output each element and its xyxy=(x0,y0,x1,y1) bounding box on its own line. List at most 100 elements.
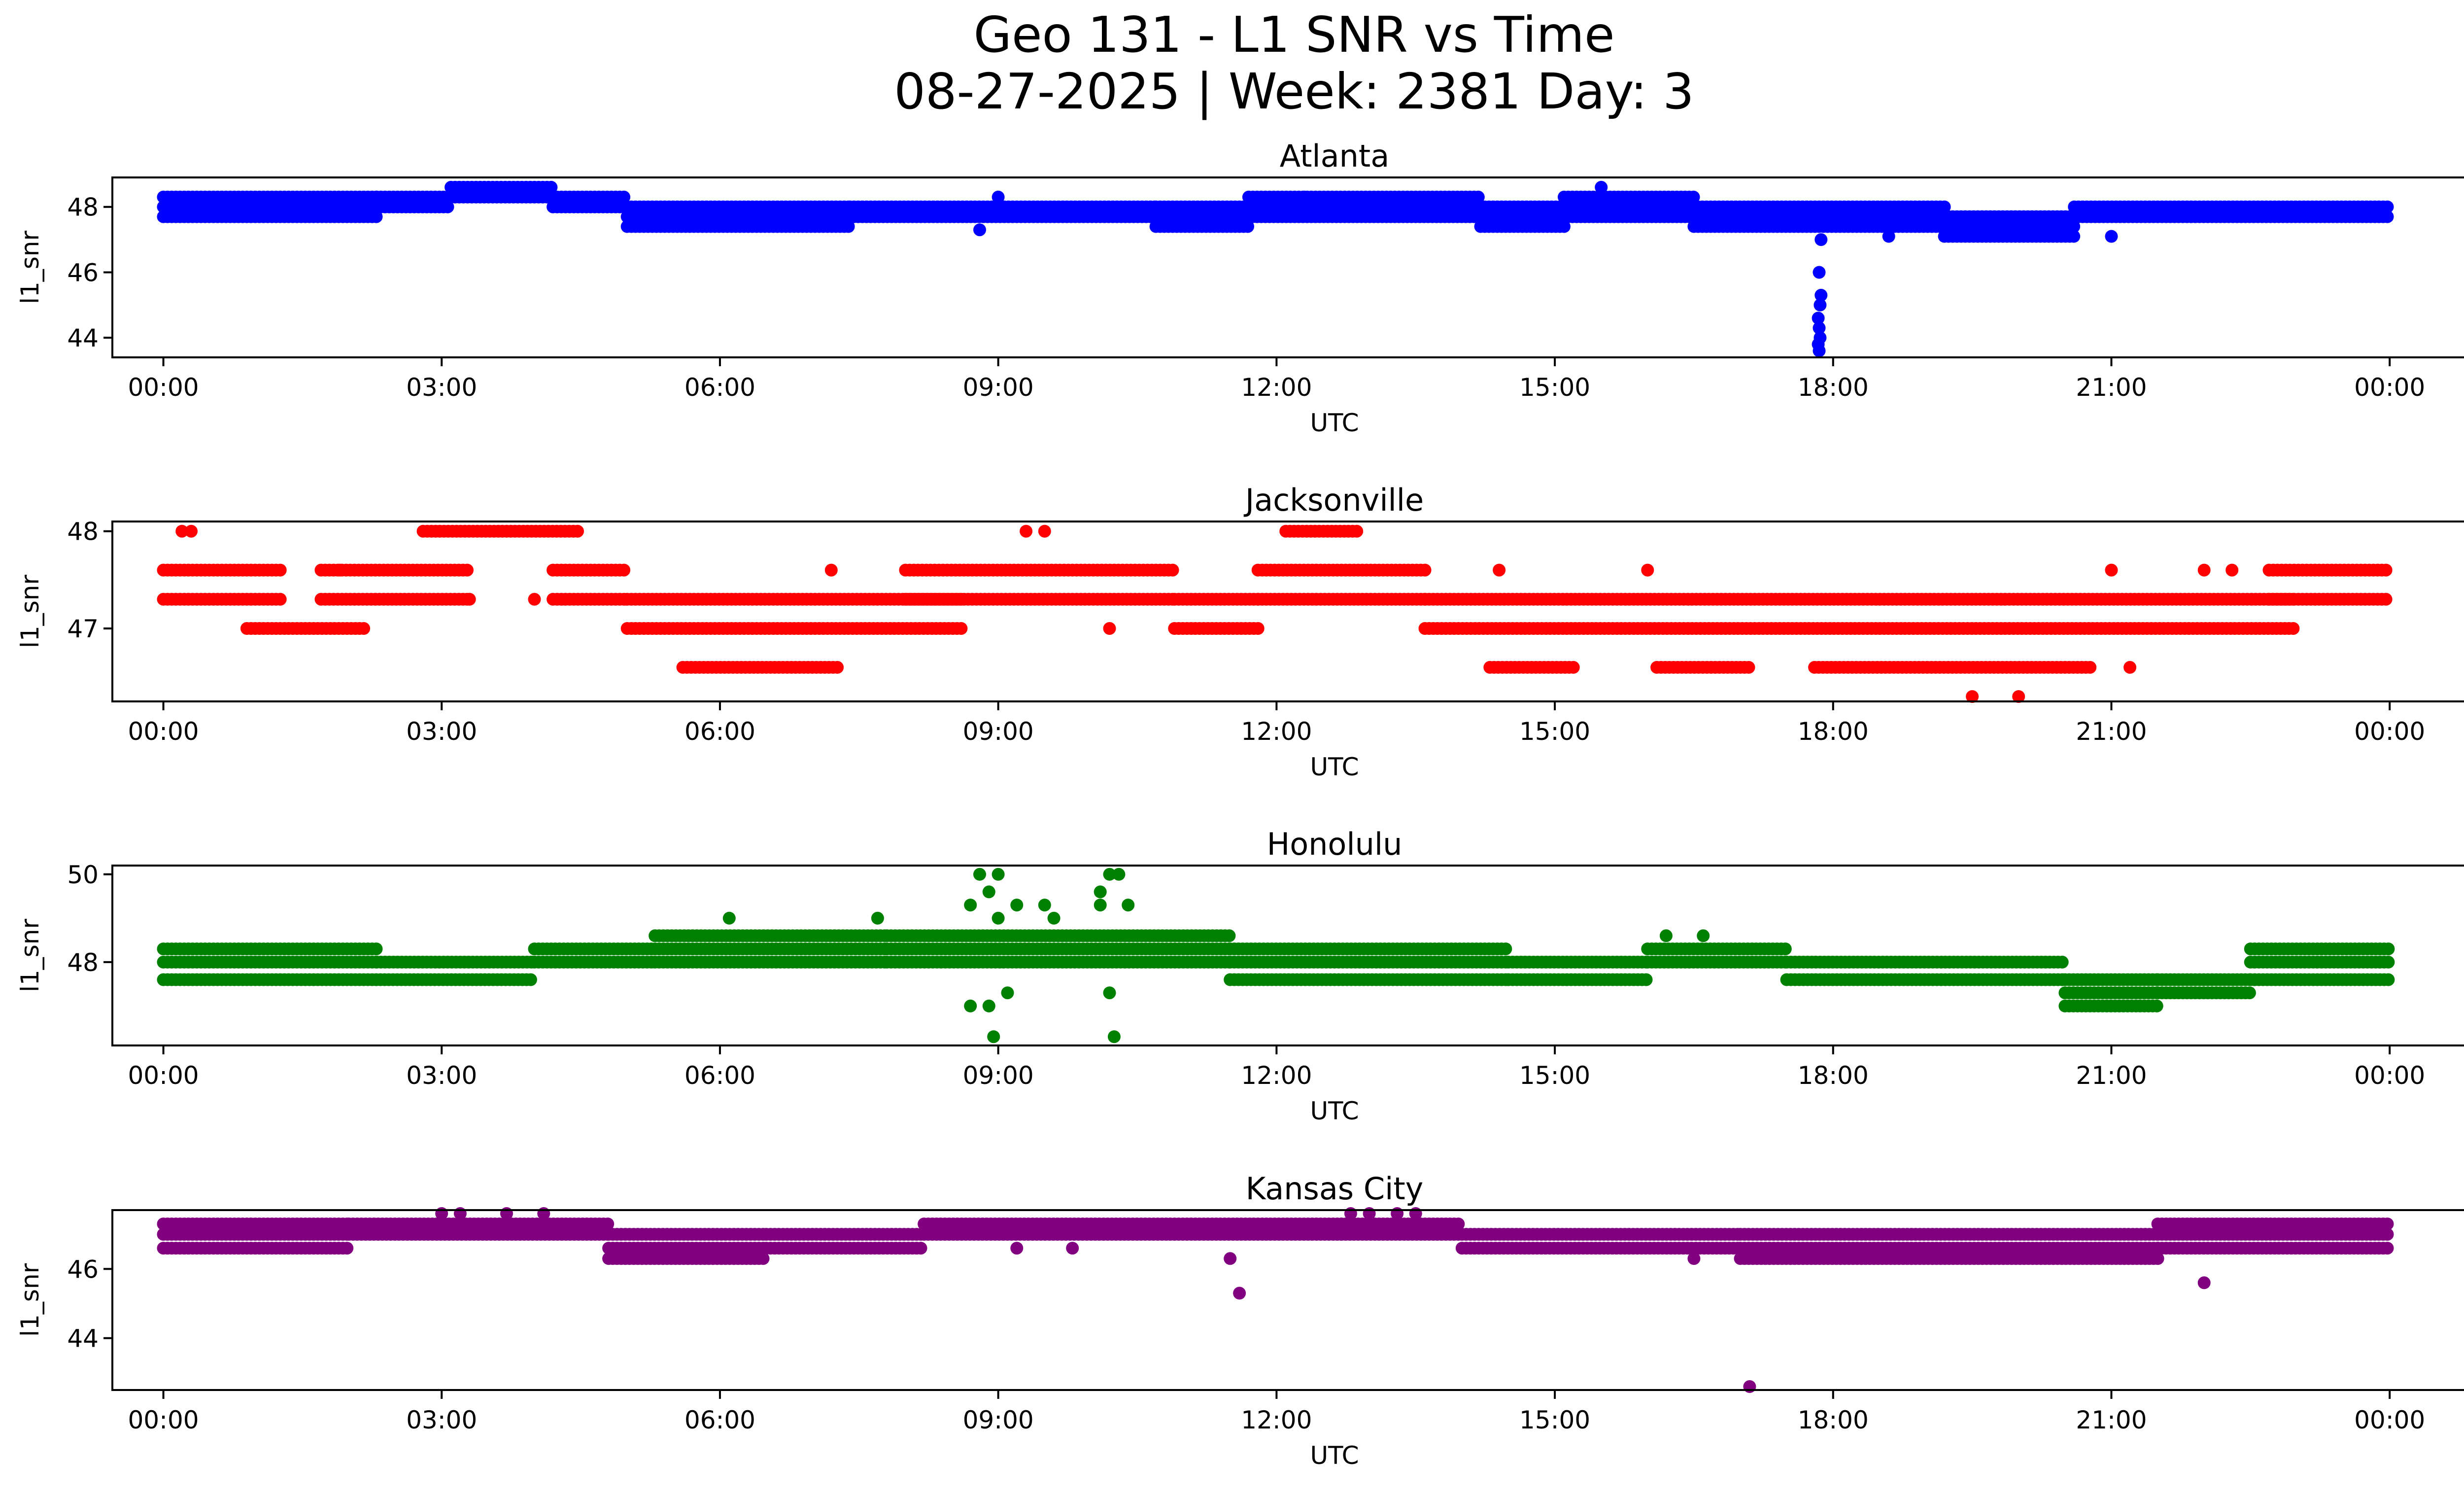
y-axis-label-honolulu: l1_snr xyxy=(16,919,44,992)
figure-title-line1: Geo 131 - L1 SNR vs Time xyxy=(974,6,1615,64)
data-point xyxy=(1010,899,1024,912)
data-point xyxy=(2287,622,2300,635)
x-axis-label-honolulu: UTC xyxy=(1310,1097,1359,1125)
data-point xyxy=(2379,592,2393,606)
data-point xyxy=(1298,190,1311,204)
data-point xyxy=(831,661,844,674)
x-tick-label: 18:00 xyxy=(1798,1061,1869,1090)
x-tick-label: 12:00 xyxy=(1241,717,1312,746)
data-point xyxy=(1493,563,1506,577)
data-point xyxy=(175,524,189,538)
data-point xyxy=(1038,899,1051,912)
data-point xyxy=(2012,690,2025,703)
data-point xyxy=(973,868,986,881)
data-point xyxy=(1814,288,1828,302)
data-point xyxy=(1418,563,1432,577)
x-tick-label: 00:00 xyxy=(2354,717,2425,746)
x-tick-label: 06:00 xyxy=(684,373,755,402)
data-point xyxy=(982,885,995,899)
x-tick-label: 03:00 xyxy=(406,717,477,746)
data-point xyxy=(2243,986,2256,1000)
data-point xyxy=(528,592,541,606)
data-point xyxy=(2084,661,2097,674)
x-tick-label: 12:00 xyxy=(1241,1061,1312,1090)
x-tick-label: 06:00 xyxy=(684,1061,755,1090)
points-kansas-city xyxy=(157,1207,2394,1393)
x-tick-label: 03:00 xyxy=(406,1061,477,1090)
data-point xyxy=(1103,622,1116,635)
data-point xyxy=(1938,200,1951,213)
data-point xyxy=(1567,661,1580,674)
data-point xyxy=(964,899,977,912)
data-point xyxy=(992,868,1005,881)
data-point xyxy=(571,524,584,538)
x-tick-label: 09:00 xyxy=(963,717,1034,746)
subplots: Atlanta 00:00 03:00 06:00 09:00 12:00 15:00 18:… xyxy=(16,138,2464,1470)
data-point xyxy=(2382,973,2395,986)
axes-frame-atlanta xyxy=(111,176,2464,358)
data-point xyxy=(1814,298,1827,312)
data-point xyxy=(722,911,736,925)
data-point xyxy=(1047,911,1061,925)
data-point xyxy=(1001,986,1014,1000)
data-point xyxy=(1107,1030,1121,1043)
data-point xyxy=(1241,220,1254,233)
data-point xyxy=(1499,942,1512,956)
data-point xyxy=(1640,973,1653,986)
data-point xyxy=(617,190,631,204)
data-point xyxy=(461,563,474,577)
data-point xyxy=(1223,929,1236,942)
data-point xyxy=(1452,1217,1465,1231)
x-tick-label: 09:00 xyxy=(963,1061,1034,1090)
data-point xyxy=(914,1242,927,1255)
data-point xyxy=(1687,190,1700,204)
data-point xyxy=(601,1217,615,1231)
axes-frame-honolulu xyxy=(111,865,2464,1046)
subplot-title-atlanta: Atlanta xyxy=(1280,138,1389,174)
data-point xyxy=(955,622,968,635)
data-point xyxy=(824,563,838,577)
x-tick-label: 00:00 xyxy=(128,1061,199,1090)
y-tick-label: 47 xyxy=(67,615,99,643)
data-point xyxy=(871,911,884,925)
subplot-title-jacksonville: Jacksonville xyxy=(1243,482,1424,518)
y-tick-label: 44 xyxy=(67,324,99,352)
x-axis-label-jacksonville: UTC xyxy=(1310,753,1359,781)
data-point xyxy=(1595,180,1608,194)
figure-title-line2: 08-27-2025 | Week: 2381 Day: 3 xyxy=(894,63,1694,120)
y-tick-label: 50 xyxy=(67,861,99,889)
data-point xyxy=(333,563,346,577)
data-point xyxy=(1813,344,1826,357)
x-tick-label: 18:00 xyxy=(1798,373,1869,402)
data-point xyxy=(370,942,383,956)
data-point xyxy=(274,592,287,606)
data-point xyxy=(2197,563,2211,577)
data-point xyxy=(2381,210,2394,223)
y-tick-label: 48 xyxy=(67,518,99,546)
x-tick-label: 15:00 xyxy=(1519,717,1590,746)
data-point xyxy=(973,223,986,237)
x-axis-label-atlanta: UTC xyxy=(1310,409,1359,437)
data-point xyxy=(1641,563,1654,577)
data-point xyxy=(1779,942,1792,956)
data-point xyxy=(756,1252,770,1265)
data-point xyxy=(341,1242,354,1255)
x-tick-label: 03:00 xyxy=(406,373,477,402)
data-point xyxy=(2123,661,2137,674)
data-point xyxy=(1472,190,1485,204)
data-point xyxy=(185,524,198,538)
data-point xyxy=(987,1030,1000,1043)
data-point xyxy=(1166,563,1179,577)
y-axis-label-jacksonville: l1_snr xyxy=(16,575,44,648)
data-point xyxy=(1094,899,1107,912)
y-tick-label: 48 xyxy=(67,948,99,977)
data-point xyxy=(1122,899,1135,912)
x-tick-label: 00:00 xyxy=(128,373,199,402)
data-point xyxy=(1038,524,1051,538)
x-tick-label: 18:00 xyxy=(1798,717,1869,746)
